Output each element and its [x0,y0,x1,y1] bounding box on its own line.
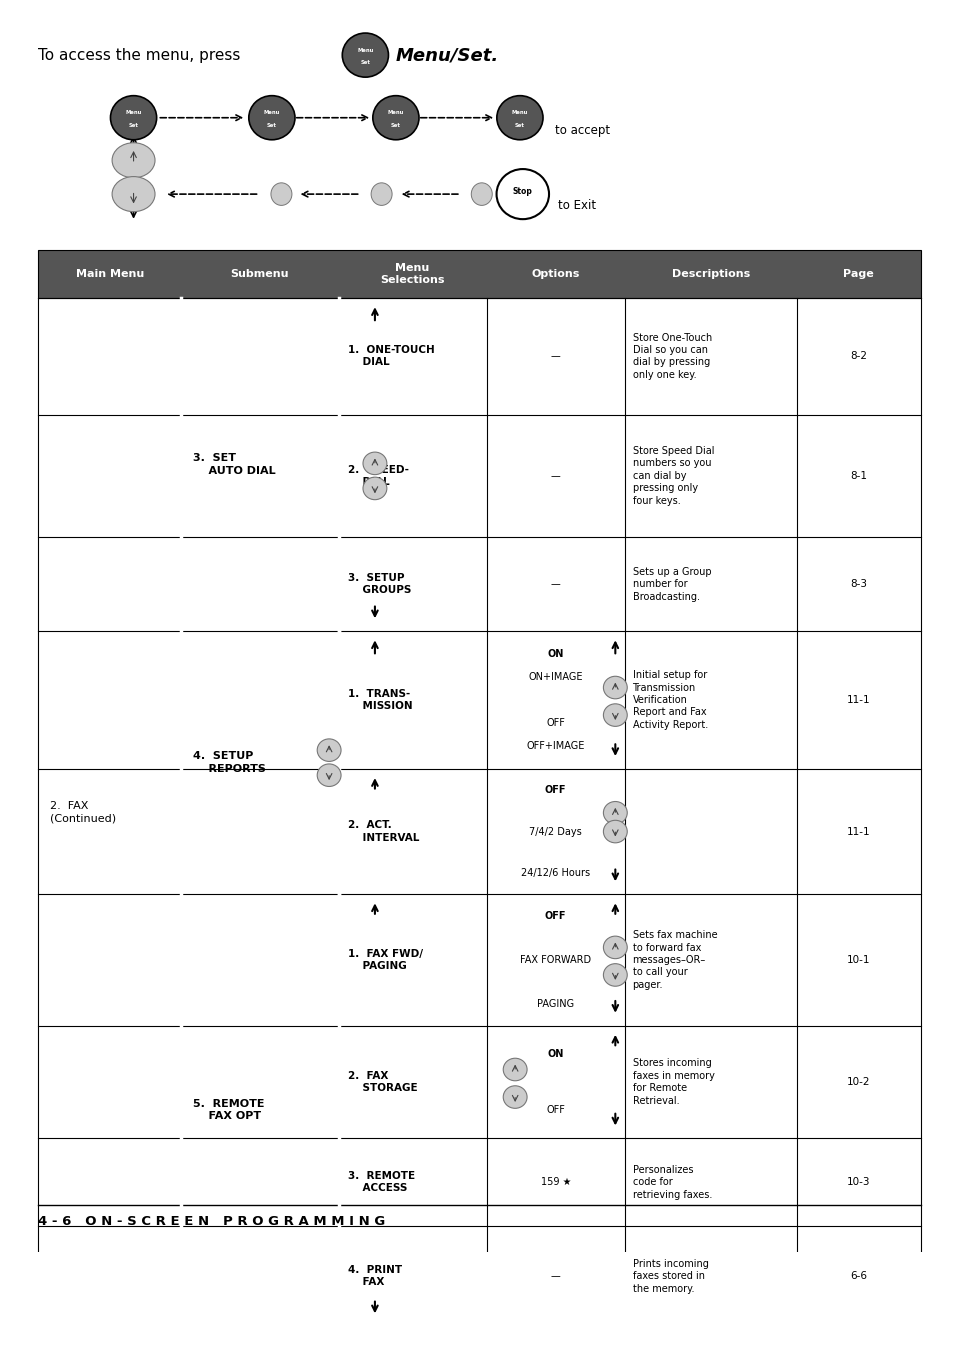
Text: 2.  ACT.
    INTERVAL: 2. ACT. INTERVAL [348,821,419,842]
Text: Stores incoming
faxes in memory
for Remote
Retrieval.: Stores incoming faxes in memory for Remo… [632,1059,714,1106]
Text: 8-3: 8-3 [849,579,866,589]
Text: To access the menu, press: To access the menu, press [38,47,240,62]
Ellipse shape [602,821,626,842]
Ellipse shape [271,183,292,206]
Text: Menu/Set.: Menu/Set. [395,46,498,64]
Text: 1.  ONE-TOUCH
    DIAL: 1. ONE-TOUCH DIAL [348,345,435,368]
Ellipse shape [362,452,386,475]
Text: 4.  SETUP
    REPORTS: 4. SETUP REPORTS [193,752,265,773]
Text: Menu: Menu [263,111,280,115]
Text: 3.  SET
    AUTO DIAL: 3. SET AUTO DIAL [193,453,275,476]
Text: ON: ON [547,1049,563,1059]
Text: OFF: OFF [544,784,566,795]
Text: —: — [550,352,560,361]
Text: Stop: Stop [513,187,532,196]
Text: 5.  REMOTE
    FAX OPT: 5. REMOTE FAX OPT [193,1099,264,1121]
Text: Sets up a Group
number for
Broadcasting.: Sets up a Group number for Broadcasting. [632,566,710,602]
Text: Descriptions: Descriptions [671,269,749,280]
Ellipse shape [503,1086,526,1109]
Text: OFF: OFF [546,1105,564,1115]
Bar [38,250,920,297]
Ellipse shape [602,802,626,825]
Polygon shape [283,1341,317,1352]
Text: Initial setup for
Transmission
Verification
Report and Fax
Activity Report.: Initial setup for Transmission Verificat… [632,671,707,730]
Text: Main Menu: Main Menu [75,269,144,280]
Ellipse shape [471,183,492,206]
Ellipse shape [249,96,294,139]
Text: 10-2: 10-2 [846,1078,869,1087]
Ellipse shape [316,764,341,787]
Text: 159 ★: 159 ★ [540,1178,570,1187]
Text: OFF: OFF [544,911,566,921]
Text: Set: Set [129,123,138,127]
Text: —: — [550,470,560,481]
Text: —: — [550,1271,560,1282]
Text: Menu
Selections: Menu Selections [380,264,444,285]
Text: 11-1: 11-1 [846,826,869,837]
Text: Options: Options [531,269,579,280]
Text: 1.  TRANS-
    MISSION: 1. TRANS- MISSION [348,690,413,711]
Text: 6-6: 6-6 [849,1271,866,1282]
Text: 1.  FAX FWD/
    PAGING: 1. FAX FWD/ PAGING [348,949,423,971]
Text: Menu: Menu [356,47,374,53]
Text: Set: Set [360,59,370,65]
Ellipse shape [371,183,392,206]
Ellipse shape [342,32,388,77]
Ellipse shape [362,477,386,500]
Text: 8-2: 8-2 [849,352,866,361]
Text: Menu: Menu [511,111,528,115]
Text: ON: ON [547,649,563,660]
Text: 7/4/2 Days: 7/4/2 Days [529,826,581,837]
Text: 2.  FAX
    STORAGE: 2. FAX STORAGE [348,1071,417,1094]
Ellipse shape [316,740,341,761]
Text: Submenu: Submenu [231,269,289,280]
Text: Page: Page [842,269,873,280]
Text: Prints incoming
faxes stored in
the memory.: Prints incoming faxes stored in the memo… [632,1259,708,1294]
Text: Menu: Menu [125,111,142,115]
Text: 10-1: 10-1 [846,955,869,965]
Text: Personalizes
code for
retrieving faxes.: Personalizes code for retrieving faxes. [632,1165,711,1199]
Text: Set: Set [391,123,400,127]
Text: 3.  REMOTE
    ACCESS: 3. REMOTE ACCESS [348,1171,415,1194]
Text: 4 - 6   O N - S C R E E N   P R O G R A M M I N G: 4 - 6 O N - S C R E E N P R O G R A M M … [38,1214,385,1228]
Ellipse shape [602,704,626,726]
Text: 24/12/6 Hours: 24/12/6 Hours [520,868,590,879]
Ellipse shape [503,1059,526,1080]
Text: Menu: Menu [387,111,404,115]
Text: Set: Set [267,123,276,127]
Text: 4.  PRINT
    FAX: 4. PRINT FAX [348,1265,402,1287]
Text: ON+IMAGE: ON+IMAGE [528,672,582,683]
Text: OFF+IMAGE: OFF+IMAGE [526,741,584,750]
Text: OFF: OFF [546,718,564,727]
Text: 2.  SPEED-
    DIAL: 2. SPEED- DIAL [348,465,409,487]
Ellipse shape [602,936,626,959]
Ellipse shape [602,676,626,699]
Text: 2.  FAX
(Continued): 2. FAX (Continued) [50,800,115,823]
Ellipse shape [111,96,156,139]
Ellipse shape [497,96,542,139]
Ellipse shape [112,177,154,212]
Text: PAGING: PAGING [537,999,574,1009]
Text: 3.  SETUP
    GROUPS: 3. SETUP GROUPS [348,573,411,595]
Text: Store One-Touch
Dial so you can
dial by pressing
only one key.: Store One-Touch Dial so you can dial by … [632,333,711,380]
Ellipse shape [602,964,626,986]
Text: FAX FORWARD: FAX FORWARD [519,955,591,965]
Text: to accept: to accept [555,124,610,137]
Text: 8-1: 8-1 [849,470,866,481]
Text: Store Speed Dial
numbers so you
can dial by
pressing only
four keys.: Store Speed Dial numbers so you can dial… [632,446,713,506]
Text: Sets fax machine
to forward fax
messages–OR–
to call your
pager.: Sets fax machine to forward fax messages… [632,930,717,990]
Text: Set: Set [515,123,524,127]
Text: —: — [550,579,560,589]
Ellipse shape [497,169,549,219]
Text: 11-1: 11-1 [846,695,869,704]
Ellipse shape [373,96,418,139]
Ellipse shape [112,143,154,178]
Text: to Exit: to Exit [558,199,596,212]
Text: 10-3: 10-3 [846,1178,869,1187]
